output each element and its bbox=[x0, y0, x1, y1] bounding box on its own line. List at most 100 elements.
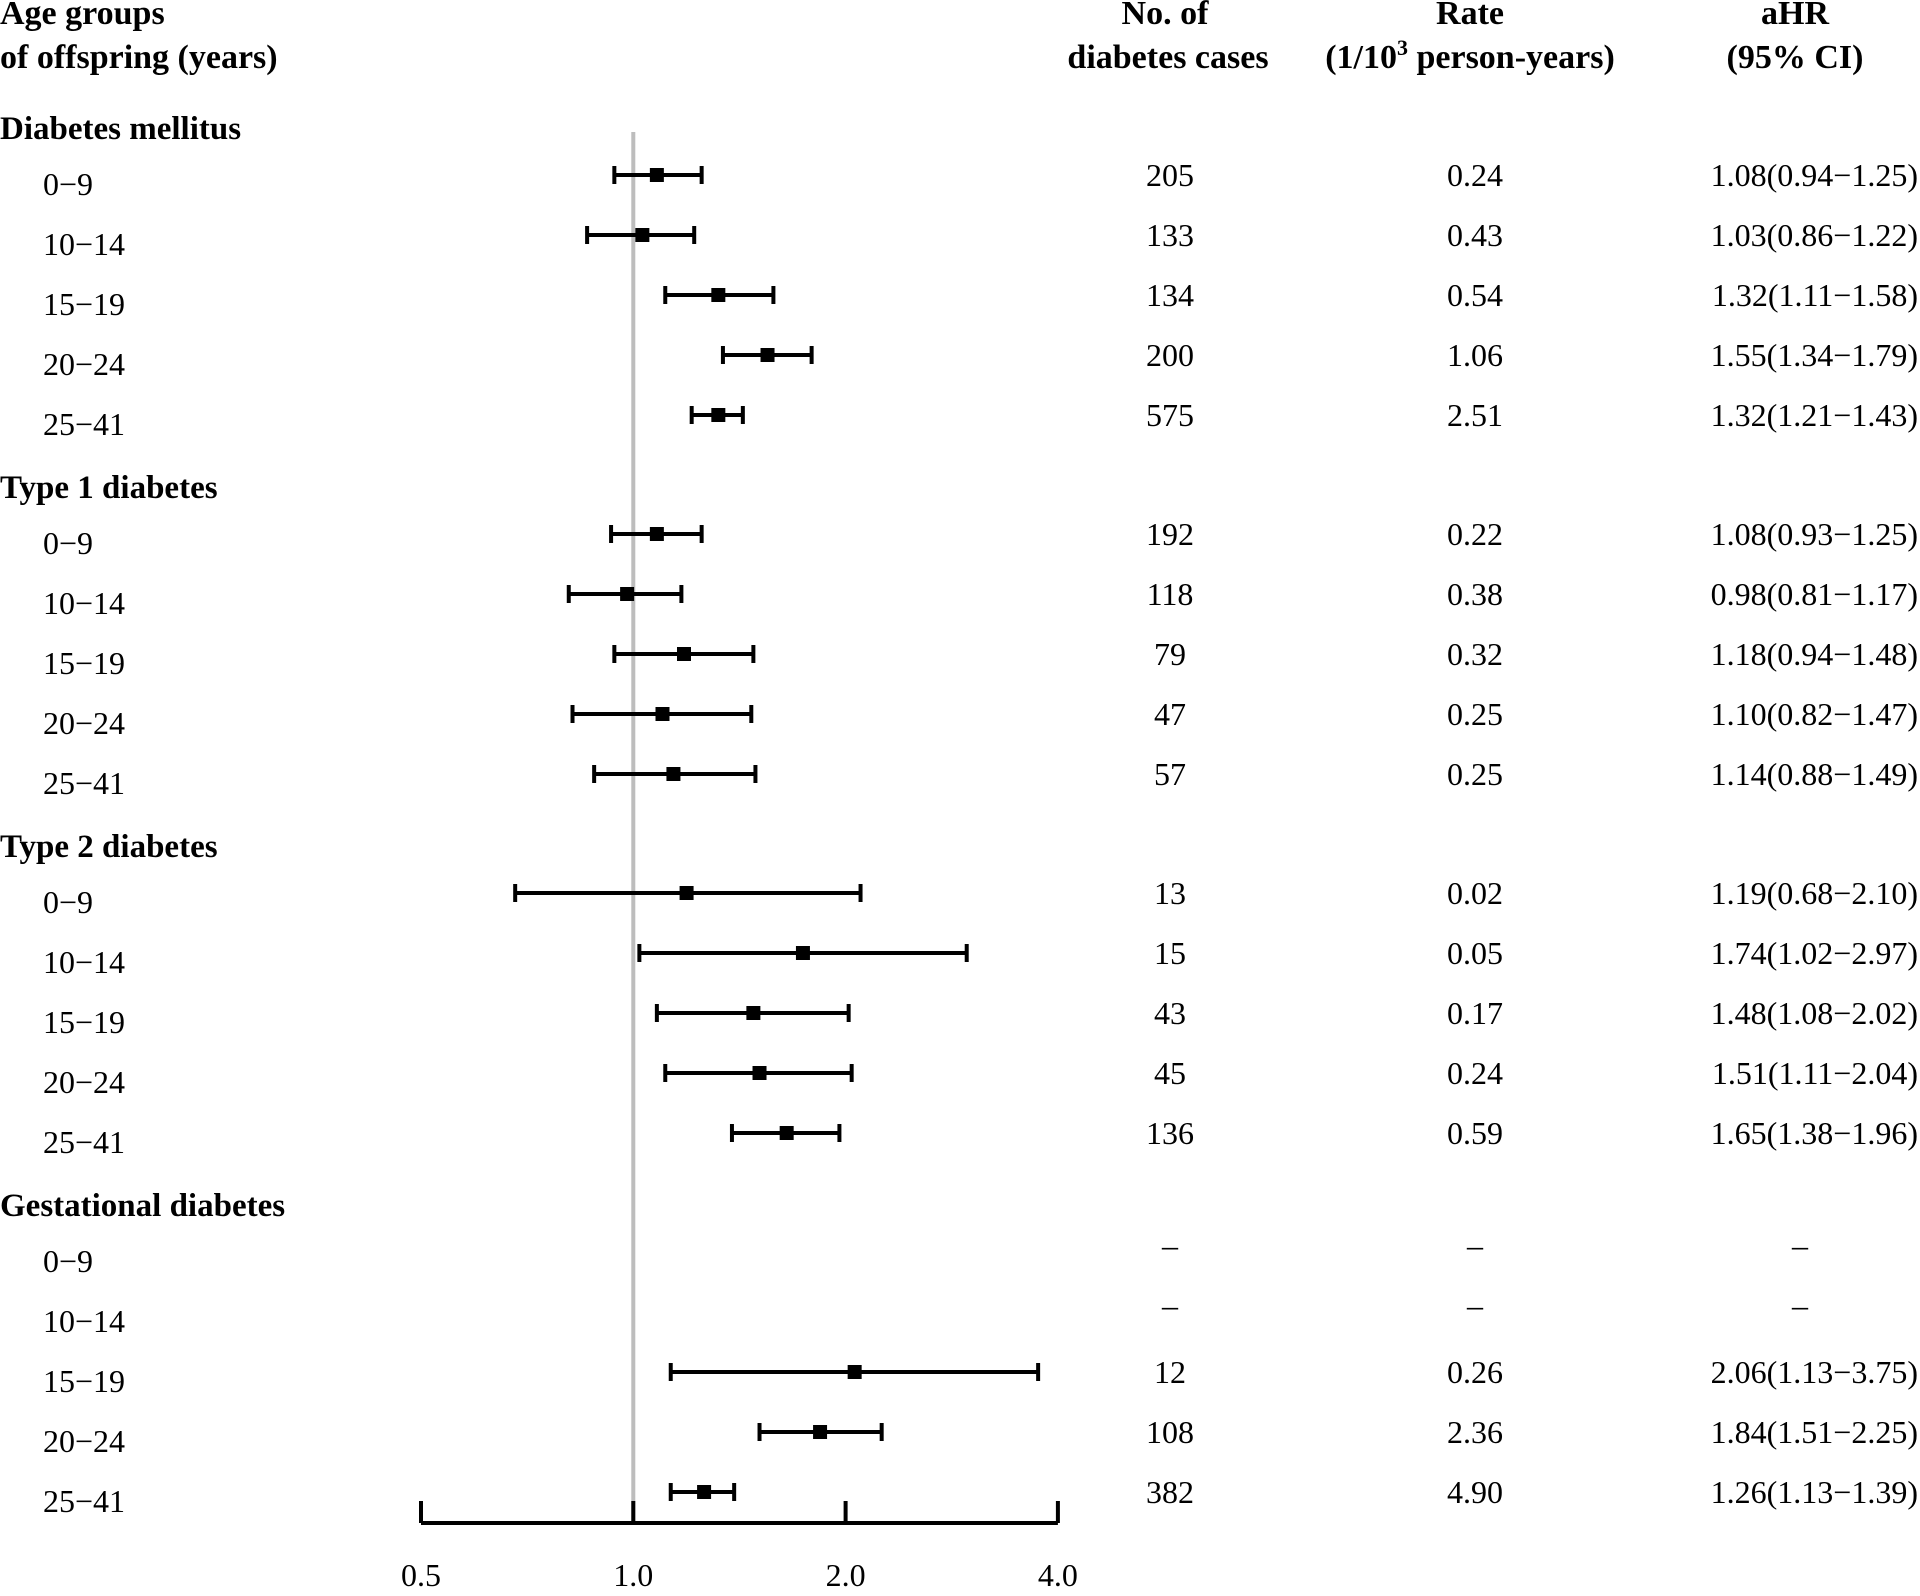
rate-value: 0.24 bbox=[1447, 1055, 1503, 1091]
rate-value: 0.54 bbox=[1447, 277, 1503, 313]
rate-value: – bbox=[1466, 1227, 1484, 1263]
header-cases-line2: diabetes cases bbox=[1067, 39, 1268, 76]
ahr-value: 1.32(1.21−1.43) bbox=[1711, 397, 1918, 433]
header-ahr-line2: (95% CI) bbox=[1727, 39, 1864, 76]
hr-point bbox=[752, 1066, 767, 1080]
table-row: 10−14 – – – bbox=[43, 1287, 1809, 1339]
ahr-value: 1.51(1.11−2.04) bbox=[1712, 1055, 1918, 1091]
hr-point bbox=[795, 946, 810, 960]
hr-point bbox=[666, 767, 681, 781]
table-row: 25−41 57 0.25 1.14(0.88−1.49) bbox=[43, 756, 1918, 801]
ahr-value: 1.48(1.08−2.02) bbox=[1711, 995, 1918, 1031]
cases-value: 134 bbox=[1146, 277, 1194, 313]
rate-value: 0.43 bbox=[1447, 217, 1503, 253]
group-diabetes-mellitus: Diabetes mellitus 0−9 205 0.24 1.08(0.94−1.2… bbox=[0, 111, 1918, 442]
ahr-value: 1.65(1.38−1.96) bbox=[1711, 1115, 1918, 1151]
age-group-label: 15−19 bbox=[43, 1004, 125, 1040]
cases-value: 108 bbox=[1146, 1414, 1194, 1450]
header-age-line1: Age groups bbox=[0, 0, 165, 32]
table-row: 15−19 12 0.26 2.06(1.13−3.75) bbox=[43, 1354, 1918, 1399]
header-cases-line1: No. of bbox=[1122, 0, 1210, 32]
group-label: Type 1 diabetes bbox=[0, 470, 218, 506]
table-row: 25−41 136 0.59 1.65(1.38−1.96) bbox=[43, 1115, 1918, 1160]
hr-point bbox=[779, 1126, 794, 1140]
ahr-value: 1.19(0.68−2.10) bbox=[1711, 875, 1918, 911]
hr-point bbox=[847, 1365, 862, 1379]
age-group-label: 15−19 bbox=[43, 286, 125, 322]
header-ahr-line1: aHR bbox=[1761, 0, 1829, 32]
age-group-label: 20−24 bbox=[43, 705, 125, 741]
rate-value: 0.17 bbox=[1447, 995, 1503, 1031]
age-group-label: 25−41 bbox=[43, 1483, 125, 1519]
rate-value: 0.25 bbox=[1447, 756, 1503, 792]
table-row: 20−24 108 2.36 1.84(1.51−2.25) bbox=[43, 1414, 1918, 1459]
x-axis: 0.5 1.0 2.0 4.0 bbox=[401, 1501, 1078, 1593]
hr-point bbox=[697, 1485, 712, 1499]
x-tick-label: 0.5 bbox=[401, 1557, 441, 1593]
table-row: 10−14 118 0.38 0.98(0.81−1.17) bbox=[43, 576, 1918, 621]
cases-value: 12 bbox=[1154, 1354, 1186, 1390]
rate-value: 0.38 bbox=[1447, 576, 1503, 612]
hr-point bbox=[655, 707, 670, 721]
ahr-value: 1.03(0.86−1.22) bbox=[1711, 217, 1918, 253]
table-row: 15−19 134 0.54 1.32(1.11−1.58) bbox=[43, 277, 1918, 322]
table-row: 10−14 133 0.43 1.03(0.86−1.22) bbox=[43, 217, 1918, 262]
age-group-label: 20−24 bbox=[43, 1064, 125, 1100]
ahr-value: – bbox=[1791, 1227, 1809, 1263]
age-group-label: 20−24 bbox=[43, 346, 125, 382]
cases-value: 205 bbox=[1146, 157, 1194, 193]
ahr-value: 1.74(1.02−2.97) bbox=[1711, 935, 1918, 971]
cases-value: 200 bbox=[1146, 337, 1194, 373]
rate-value: 0.32 bbox=[1447, 636, 1503, 672]
cases-value: 43 bbox=[1154, 995, 1186, 1031]
ahr-value: 0.98(0.81−1.17) bbox=[1711, 576, 1918, 612]
rate-value: 4.90 bbox=[1447, 1474, 1503, 1510]
ahr-value: 1.10(0.82−1.47) bbox=[1711, 696, 1918, 732]
rate-value: 2.51 bbox=[1447, 397, 1503, 433]
table-row: 20−24 47 0.25 1.10(0.82−1.47) bbox=[43, 696, 1918, 741]
cases-value: 13 bbox=[1154, 875, 1186, 911]
table-row: 25−41 575 2.51 1.32(1.21−1.43) bbox=[43, 397, 1918, 442]
table-row: 25−41 382 4.90 1.26(1.13−1.39) bbox=[43, 1474, 1918, 1519]
x-tick-label: 2.0 bbox=[826, 1557, 866, 1593]
group-label: Diabetes mellitus bbox=[0, 111, 241, 147]
cases-value: 575 bbox=[1146, 397, 1194, 433]
age-group-label: 25−41 bbox=[43, 765, 125, 801]
header-rate-line1: Rate bbox=[1436, 0, 1504, 32]
x-tick-label: 4.0 bbox=[1038, 1557, 1078, 1593]
group-type-2-diabetes: Type 2 diabetes 0−9 13 0.02 1.19(0.68−2.10) 1… bbox=[0, 829, 1918, 1160]
age-group-label: 10−14 bbox=[43, 1303, 125, 1339]
table-row: 15−19 43 0.17 1.48(1.08−2.02) bbox=[43, 995, 1918, 1040]
age-group-label: 10−14 bbox=[43, 226, 125, 262]
header-rate-line2: (1/103 person-years) bbox=[1325, 35, 1615, 76]
cases-value: 57 bbox=[1154, 756, 1186, 792]
table-row: 10−14 15 0.05 1.74(1.02−2.97) bbox=[43, 935, 1918, 980]
table-row: 0−9 – – – bbox=[43, 1227, 1809, 1279]
hr-point bbox=[649, 168, 664, 182]
rate-value: 0.05 bbox=[1447, 935, 1503, 971]
cases-value: 45 bbox=[1154, 1055, 1186, 1091]
ahr-value: 1.08(0.94−1.25) bbox=[1711, 157, 1918, 193]
ahr-value: 1.18(0.94−1.48) bbox=[1711, 636, 1918, 672]
cases-value: – bbox=[1161, 1227, 1179, 1263]
table-row: 20−24 200 1.06 1.55(1.34−1.79) bbox=[43, 337, 1918, 382]
rate-value: 0.02 bbox=[1447, 875, 1503, 911]
ahr-value: 1.08(0.93−1.25) bbox=[1711, 516, 1918, 552]
cases-value: 79 bbox=[1154, 636, 1186, 672]
hr-point bbox=[711, 408, 726, 422]
hr-point bbox=[676, 647, 691, 661]
hr-point bbox=[760, 348, 775, 362]
cases-value: 118 bbox=[1147, 576, 1194, 612]
hr-point bbox=[746, 1006, 761, 1020]
rate-value: 0.59 bbox=[1447, 1115, 1503, 1151]
ahr-value: 1.26(1.13−1.39) bbox=[1711, 1474, 1918, 1510]
rate-value: 0.26 bbox=[1447, 1354, 1503, 1390]
cases-value: 133 bbox=[1146, 217, 1194, 253]
age-group-label: 25−41 bbox=[43, 406, 125, 442]
hr-point bbox=[635, 228, 650, 242]
age-group-label: 10−14 bbox=[43, 944, 125, 980]
rate-value: 0.22 bbox=[1447, 516, 1503, 552]
age-group-label: 0−9 bbox=[43, 166, 93, 202]
table-header: Age groups of offspring (years) No. of d… bbox=[0, 0, 1863, 76]
